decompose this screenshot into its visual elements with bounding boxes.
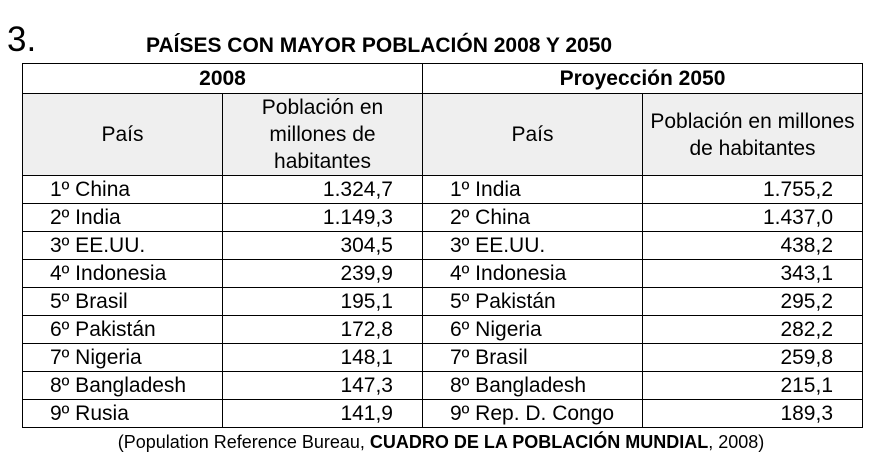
country-2050-cell: 2º China	[422, 203, 643, 232]
table-row: 6º Pakistán 172,8 6º Nigeria 282,2	[22, 315, 864, 344]
source-citation: (Population Reference Bureau, CUADRO DE …	[0, 430, 882, 454]
country-2008-cell: 9º Rusia	[22, 399, 223, 428]
country-2008-cell: 8º Bangladesh	[22, 371, 223, 400]
country-2050-cell: 9º Rep. D. Congo	[422, 399, 643, 428]
country-2008-cell: 3º EE.UU.	[22, 231, 223, 260]
country-2050-cell: 7º Brasil	[422, 343, 643, 372]
table-row: 3º EE.UU. 304,5 3º EE.UU. 438,2	[22, 231, 864, 260]
population-2008-cell: 1.149,3	[222, 203, 423, 232]
population-2050-cell: 1.755,2	[641, 175, 864, 204]
table-row: 1º China 1.324,7 1º India 1.755,2	[22, 175, 864, 204]
population-2008-cell: 141,9	[222, 399, 423, 428]
source-prefix: (Population Reference Bureau,	[117, 432, 370, 452]
population-2050-cell: 282,2	[641, 315, 864, 344]
country-2008-cell: 7º Nigeria	[22, 343, 223, 372]
table-row: 7º Nigeria 148,1 7º Brasil 259,8	[22, 343, 864, 372]
population-2050-cell: 295,2	[641, 287, 864, 316]
country-2050-cell: 4º Indonesia	[422, 259, 643, 288]
country-2050-cell: 8º Bangladesh	[422, 371, 643, 400]
year-2050-header: Proyección 2050	[421, 63, 864, 94]
population-2008-cell: 172,8	[222, 315, 423, 344]
year-2008-header: 2008	[22, 63, 423, 94]
population-2050-cell: 438,2	[641, 231, 864, 260]
country-2008-cell: 6º Pakistán	[22, 315, 223, 344]
population-header-2050: Población en millones de habitantes	[641, 93, 864, 176]
population-table: 2008 Proyección 2050 País Población en m…	[22, 63, 864, 428]
population-2050-cell: 189,3	[641, 399, 864, 428]
population-2008-cell: 1.324,7	[222, 175, 423, 204]
population-header-2008: Población en millones de habitantes	[222, 93, 423, 176]
country-2008-cell: 4º Indonesia	[22, 259, 223, 288]
population-2050-cell: 259,8	[641, 343, 864, 372]
table-row: 4º Indonesia 239,9 4º Indonesia 343,1	[22, 259, 864, 288]
population-2050-cell: 343,1	[641, 259, 864, 288]
country-2008-cell: 2º India	[22, 203, 223, 232]
country-header-2050: País	[422, 93, 643, 176]
population-2008-cell: 148,1	[222, 343, 423, 372]
population-2008-cell: 304,5	[222, 231, 423, 260]
table-row: 5º Brasil 195,1 5º Pakistán 295,2	[22, 287, 864, 316]
country-2008-cell: 1º China	[22, 175, 223, 204]
country-2008-cell: 5º Brasil	[22, 287, 223, 316]
column-header-row: País Población en millones de habitantes…	[22, 93, 864, 176]
population-2008-cell: 239,9	[222, 259, 423, 288]
source-title: CUADRO DE LA POBLACIÓN MUNDIAL	[369, 432, 709, 452]
year-header-row: 2008 Proyección 2050	[22, 63, 864, 94]
country-header-2008: País	[22, 93, 223, 176]
country-2050-cell: 1º India	[422, 175, 643, 204]
table-row: 8º Bangladesh 147,3 8º Bangladesh 215,1	[22, 371, 864, 400]
population-2008-cell: 147,3	[222, 371, 423, 400]
table-row: 2º India 1.149,3 2º China 1.437,0	[22, 203, 864, 232]
population-2008-cell: 195,1	[222, 287, 423, 316]
source-suffix: , 2008)	[708, 432, 765, 452]
population-2050-cell: 1.437,0	[641, 203, 864, 232]
table-row: 9º Rusia 141,9 9º Rep. D. Congo 189,3	[22, 399, 864, 428]
country-2050-cell: 3º EE.UU.	[422, 231, 643, 260]
country-2050-cell: 6º Nigeria	[422, 315, 643, 344]
population-2050-cell: 215,1	[641, 371, 864, 400]
country-2050-cell: 5º Pakistán	[422, 287, 643, 316]
page-title: PAÍSES CON MAYOR POBLACIÓN 2008 Y 2050	[146, 34, 613, 57]
section-number: 3.	[7, 20, 37, 59]
